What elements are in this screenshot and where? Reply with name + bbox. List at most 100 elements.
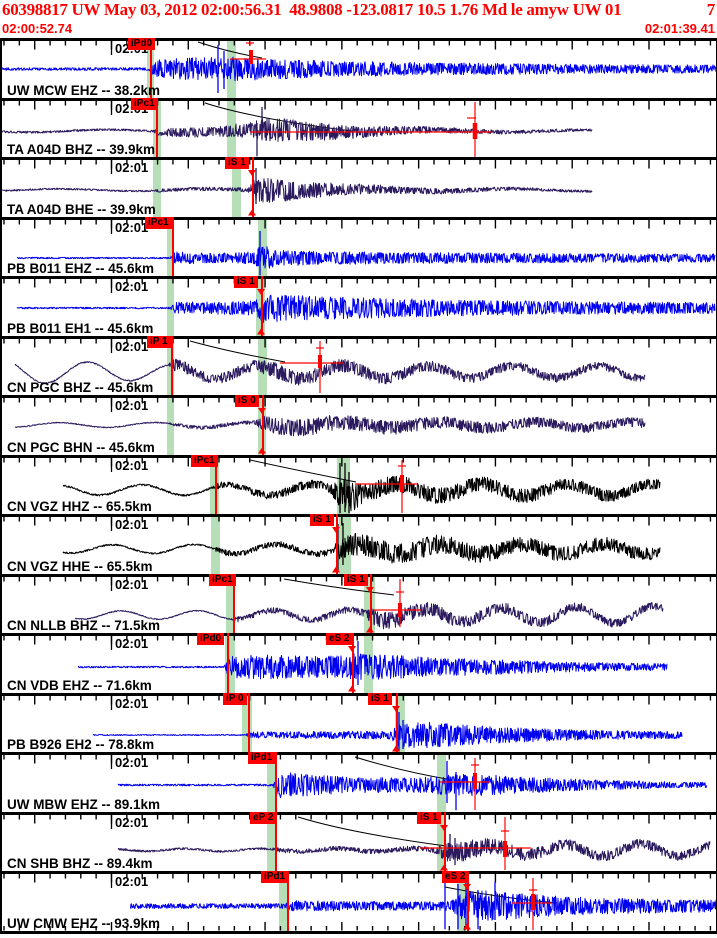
waveform-path — [16, 245, 716, 269]
s-pick-flag[interactable]: eS 2 — [326, 633, 353, 645]
trace-panel-1[interactable]: 02:01iPd0UW MCW EHZ -- 38.2km — [0, 38, 717, 98]
window-start-time: 02:00:52.74 — [2, 21, 73, 36]
waveform[interactable] — [0, 160, 717, 217]
p-pick-line[interactable] — [287, 871, 289, 931]
station-label: PB B011 EH1 -- 45.6km — [7, 320, 154, 336]
coda-decay-curve — [204, 102, 353, 131]
p-pick-line[interactable] — [275, 752, 277, 812]
p-pick-line[interactable] — [275, 811, 277, 871]
time-ticks — [3, 398, 712, 412]
waveform-path — [74, 601, 664, 629]
p-pick-flag[interactable]: iPc1 — [191, 454, 218, 467]
p-pick-flag[interactable]: iPc1 — [209, 573, 236, 586]
trace-panel-3[interactable]: 02:01 iS 1 TA A04D BHE -- 39.9km — [0, 157, 717, 217]
minute-label: 02:01 — [115, 695, 149, 711]
time-ticks — [3, 755, 712, 769]
waveform-spikes — [256, 106, 263, 156]
p-pick-line[interactable] — [156, 97, 158, 157]
s-pick-line[interactable] — [262, 395, 264, 455]
waveform[interactable] — [0, 576, 717, 634]
trace-panel-5[interactable]: 02:01 iS 1 PB B011 EH1 -- 45.6km — [0, 276, 717, 336]
s-pick-line[interactable] — [396, 692, 398, 752]
minute-label: 02:01 — [115, 517, 149, 532]
s-pick-flag[interactable]: iS 1 — [344, 573, 368, 586]
s-pick-flag[interactable]: iS 1 — [368, 692, 392, 705]
s-pick-flag[interactable]: eS 2 — [442, 871, 469, 883]
p-pick-flag[interactable]: iPd1 — [248, 752, 276, 764]
trace-panel-11[interactable]: 02:01 iPd0 eS 2 CN VDB EHZ -- 71.6km — [0, 633, 717, 693]
time-ticks — [3, 517, 712, 531]
coda-decay-curve — [197, 41, 263, 59]
s-pick-line[interactable] — [467, 871, 469, 931]
s-pick-flag[interactable]: iS 0 — [235, 395, 259, 407]
waveform[interactable] — [0, 100, 717, 158]
waveform-path — [1, 178, 593, 203]
waveform[interactable] — [0, 814, 717, 872]
s-pick-flag[interactable]: iS 1 — [310, 514, 334, 526]
waveform[interactable] — [0, 41, 717, 98]
time-ticks — [3, 160, 712, 174]
s-pick-line[interactable] — [444, 811, 446, 871]
trace-panel-13[interactable]: 02:01 iPd1 UW MBW EHZ -- 89.1km — [0, 752, 717, 812]
waveform-path — [14, 358, 646, 386]
arrival-window-band — [267, 814, 277, 871]
event-header-right: 7 — [706, 0, 716, 19]
p-pick-flag[interactable]: iPc1 — [131, 97, 158, 110]
coda-decay-curve — [189, 340, 286, 362]
waveform[interactable] — [0, 398, 717, 455]
s-pick-flag[interactable]: iS 1 — [417, 811, 441, 824]
p-pick-line[interactable] — [172, 216, 174, 276]
trace-plot-area[interactable]: 02:01iPd0UW MCW EHZ -- 38.2km02:01iPc1TA… — [0, 38, 717, 938]
p-pick-flag[interactable]: iP 0 — [223, 692, 247, 705]
trace-panel-6[interactable]: 02:01 iP 1 CN PGC BHZ -- 45.6km — [0, 335, 717, 396]
p-pick-flag[interactable]: iPd0 — [128, 38, 156, 50]
p-pick-line[interactable] — [171, 335, 173, 395]
station-label: CN VDB EHZ -- 71.6km — [7, 677, 152, 693]
s-pick-line[interactable] — [352, 633, 354, 693]
p-pick-flag[interactable]: iP 1 — [147, 335, 171, 348]
s-pick-flag[interactable]: iS 1 — [234, 276, 258, 288]
p-pick-line[interactable] — [233, 573, 235, 633]
s-pick-line[interactable] — [252, 157, 254, 217]
window-end-time: 02:01:39.41 — [644, 21, 715, 36]
trace-panel-15[interactable]: 02:01 iPd1 eS 2 UW CMW EHZ -- 93.9km — [0, 871, 717, 931]
trace-panel-8[interactable]: 02:01 iPc1 CN VGZ HHZ -- 65.5km — [0, 454, 717, 515]
waveform[interactable] — [0, 279, 717, 336]
p-pick-line[interactable] — [248, 692, 250, 752]
waveform-path — [62, 532, 661, 564]
waveform[interactable] — [0, 695, 717, 753]
station-label: PB B926 EH2 -- 78.8km — [7, 737, 155, 752]
s-pick-line[interactable] — [261, 276, 263, 336]
trace-panel-9[interactable]: 02:01 iS 1 CN VGZ HHE -- 65.5km — [0, 514, 717, 574]
p-pick-flag[interactable]: iPd0 — [197, 633, 225, 645]
trace-panel-7[interactable]: 02:01 iS 0 CN PGC BHN -- 45.6km — [0, 395, 717, 455]
waveform-path — [92, 721, 683, 748]
p-pick-line[interactable] — [215, 454, 217, 514]
waveform-path — [16, 294, 716, 323]
waveform-path — [77, 653, 668, 680]
waveform[interactable] — [0, 874, 717, 931]
trace-panel-14[interactable]: 02:01 eP 2 iS 1 CN SHB BHZ -- 89.4km — [0, 811, 717, 872]
trace-panel-12[interactable]: 02:01 iP 0 iS 1 PB B926 EH2 -- 78.8km — [0, 692, 717, 753]
time-ticks — [3, 41, 712, 55]
waveform[interactable] — [0, 219, 717, 277]
p-pick-line[interactable] — [227, 633, 229, 693]
trace-panel-4[interactable]: 02:01 iPc1 PB B011 EHZ -- 45.6km — [0, 216, 717, 277]
p-pick-flag[interactable]: iPd1 — [261, 871, 289, 883]
trace-panel-10[interactable]: 02:01 iPc1 iS 1 CN NLLB BHZ -- 71.5km — [0, 573, 717, 634]
s-pick-line[interactable] — [336, 514, 338, 574]
waveform[interactable] — [0, 338, 717, 396]
waveform[interactable] — [0, 457, 717, 515]
arrival-window-band — [167, 338, 174, 395]
arrival-window-band — [210, 457, 219, 514]
s-pick-line[interactable] — [370, 573, 372, 633]
p-pick-flag[interactable]: eP 2 — [250, 811, 277, 824]
time-ticks — [3, 695, 712, 710]
trace-panel-2[interactable]: 02:01iPc1TA A04D BHZ -- 39.9km — [0, 97, 717, 158]
s-pick-flag[interactable]: iS 1 — [225, 157, 249, 169]
p-pick-line[interactable] — [150, 38, 152, 98]
p-pick-flag[interactable]: iPc1 — [145, 216, 172, 229]
minute-label: 02:01 — [115, 576, 149, 592]
time-ticks — [3, 219, 712, 234]
waveform[interactable] — [0, 755, 717, 812]
